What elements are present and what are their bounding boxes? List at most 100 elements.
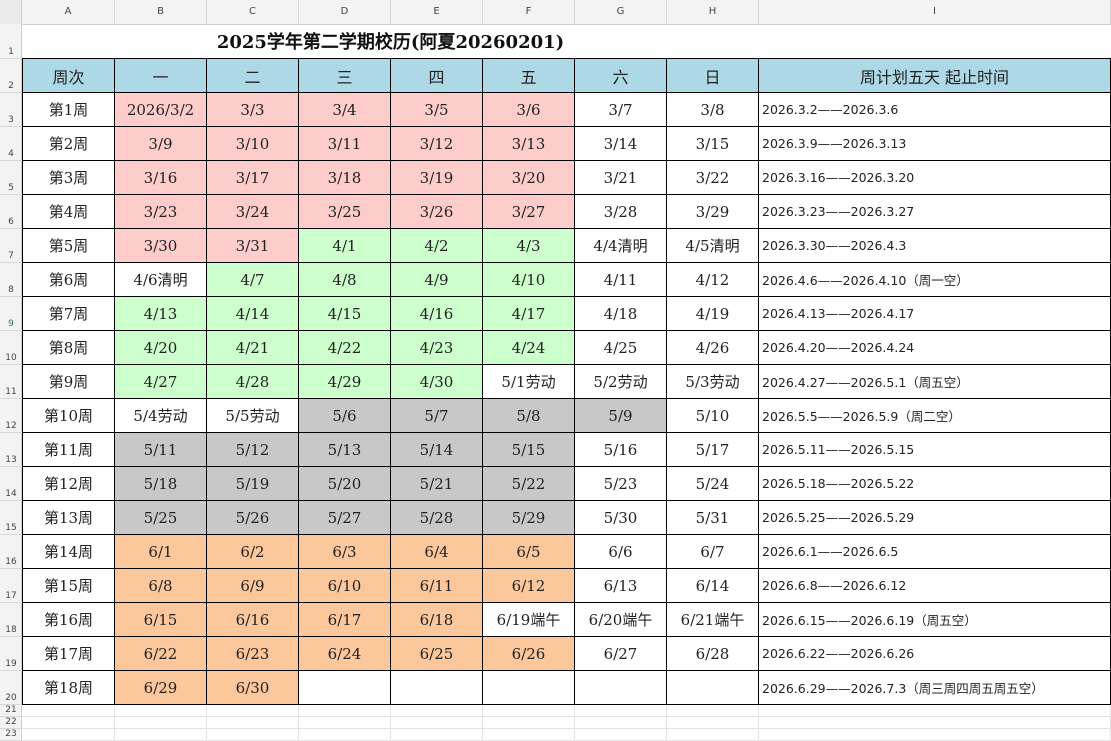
- date-cell[interactable]: 4/3: [483, 229, 575, 263]
- date-cell[interactable]: 4/11: [575, 263, 667, 297]
- week-label[interactable]: 第8周: [22, 331, 115, 365]
- row-header-16[interactable]: 16: [0, 535, 22, 569]
- row-header-23[interactable]: 23: [0, 729, 22, 741]
- empty-cell[interactable]: [759, 705, 1111, 717]
- date-cell[interactable]: 4/16: [391, 297, 483, 331]
- date-cell[interactable]: 5/13: [299, 433, 391, 467]
- row-header-6[interactable]: 6: [0, 195, 22, 229]
- date-cell[interactable]: 6/27: [575, 637, 667, 671]
- date-cell[interactable]: 4/13: [115, 297, 207, 331]
- date-cell[interactable]: 5/10: [667, 399, 759, 433]
- date-cell[interactable]: 5/26: [207, 501, 299, 535]
- date-cell[interactable]: 6/29: [115, 671, 207, 705]
- date-cell[interactable]: 4/15: [299, 297, 391, 331]
- date-cell[interactable]: 6/21端午: [667, 603, 759, 637]
- date-cell[interactable]: 6/9: [207, 569, 299, 603]
- date-cell[interactable]: 4/21: [207, 331, 299, 365]
- date-cell[interactable]: 5/24: [667, 467, 759, 501]
- date-cell[interactable]: 6/25: [391, 637, 483, 671]
- date-cell[interactable]: 5/1劳动: [483, 365, 575, 399]
- empty-cell[interactable]: [483, 729, 575, 741]
- date-cell[interactable]: 6/7: [667, 535, 759, 569]
- row-header-10[interactable]: 10: [0, 331, 22, 365]
- row-header-22[interactable]: 22: [0, 717, 22, 729]
- week-label[interactable]: 第1周: [22, 93, 115, 127]
- date-cell[interactable]: 4/23: [391, 331, 483, 365]
- header-weekday[interactable]: 二: [207, 59, 299, 93]
- date-cell[interactable]: 3/21: [575, 161, 667, 195]
- plan-cell[interactable]: 2026.5.5——2026.5.9（周二空）: [759, 399, 1111, 433]
- date-cell[interactable]: 3/30: [115, 229, 207, 263]
- date-cell[interactable]: [483, 671, 575, 705]
- row-header-14[interactable]: 14: [0, 467, 22, 501]
- empty-cell[interactable]: [667, 729, 759, 741]
- date-cell[interactable]: 6/26: [483, 637, 575, 671]
- empty-cell[interactable]: [759, 717, 1111, 729]
- date-cell[interactable]: 4/27: [115, 365, 207, 399]
- week-label[interactable]: 第4周: [22, 195, 115, 229]
- date-cell[interactable]: 3/13: [483, 127, 575, 161]
- row-header-12[interactable]: 12: [0, 399, 22, 433]
- week-label[interactable]: 第14周: [22, 535, 115, 569]
- column-header-i[interactable]: I: [759, 0, 1111, 24]
- date-cell[interactable]: 4/5清明: [667, 229, 759, 263]
- plan-cell[interactable]: 2026.6.1——2026.6.5: [759, 535, 1111, 569]
- date-cell[interactable]: 3/23: [115, 195, 207, 229]
- week-label[interactable]: 第12周: [22, 467, 115, 501]
- date-cell[interactable]: 5/31: [667, 501, 759, 535]
- plan-cell[interactable]: 2026.4.6——2026.4.10（周一空）: [759, 263, 1111, 297]
- date-cell[interactable]: 4/22: [299, 331, 391, 365]
- date-cell[interactable]: 4/25: [575, 331, 667, 365]
- header-weekday[interactable]: 六: [575, 59, 667, 93]
- empty-cell[interactable]: [207, 717, 299, 729]
- date-cell[interactable]: 6/22: [115, 637, 207, 671]
- column-header-b[interactable]: B: [115, 0, 207, 24]
- week-label[interactable]: 第17周: [22, 637, 115, 671]
- date-cell[interactable]: 4/10: [483, 263, 575, 297]
- date-cell[interactable]: 4/28: [207, 365, 299, 399]
- plan-cell[interactable]: 2026.6.15——2026.6.19（周五空）: [759, 603, 1111, 637]
- date-cell[interactable]: 5/30: [575, 501, 667, 535]
- header-weekday[interactable]: 日: [667, 59, 759, 93]
- empty-cell[interactable]: [391, 717, 483, 729]
- date-cell[interactable]: 6/17: [299, 603, 391, 637]
- date-cell[interactable]: 3/9: [115, 127, 207, 161]
- column-header-f[interactable]: F: [483, 0, 575, 24]
- date-cell[interactable]: [391, 671, 483, 705]
- date-cell[interactable]: 4/14: [207, 297, 299, 331]
- date-cell[interactable]: 5/3劳动: [667, 365, 759, 399]
- date-cell[interactable]: 3/8: [667, 93, 759, 127]
- empty-cell[interactable]: [667, 705, 759, 717]
- date-cell[interactable]: 3/19: [391, 161, 483, 195]
- date-cell[interactable]: 6/5: [483, 535, 575, 569]
- date-cell[interactable]: 3/25: [299, 195, 391, 229]
- date-cell[interactable]: 5/22: [483, 467, 575, 501]
- date-cell[interactable]: 6/23: [207, 637, 299, 671]
- date-cell[interactable]: 6/13: [575, 569, 667, 603]
- date-cell[interactable]: 3/3: [207, 93, 299, 127]
- row-header-7[interactable]: 7: [0, 229, 22, 263]
- date-cell[interactable]: 5/21: [391, 467, 483, 501]
- empty-cell[interactable]: [22, 717, 115, 729]
- empty-cell[interactable]: [299, 717, 391, 729]
- plan-cell[interactable]: 2026.3.16——2026.3.20: [759, 161, 1111, 195]
- date-cell[interactable]: 4/9: [391, 263, 483, 297]
- date-cell[interactable]: 5/23: [575, 467, 667, 501]
- date-cell[interactable]: 6/10: [299, 569, 391, 603]
- date-cell[interactable]: 5/12: [207, 433, 299, 467]
- date-cell[interactable]: [299, 671, 391, 705]
- row-header-18[interactable]: 18: [0, 603, 22, 637]
- date-cell[interactable]: 5/27: [299, 501, 391, 535]
- plan-cell[interactable]: 2026.5.25——2026.5.29: [759, 501, 1111, 535]
- date-cell[interactable]: 3/28: [575, 195, 667, 229]
- date-cell[interactable]: 3/10: [207, 127, 299, 161]
- date-cell[interactable]: 4/1: [299, 229, 391, 263]
- row-header-19[interactable]: 19: [0, 637, 22, 671]
- date-cell[interactable]: 5/7: [391, 399, 483, 433]
- empty-cell[interactable]: [115, 705, 207, 717]
- plan-cell[interactable]: 2026.6.29——2026.7.3（周三周四周五周五空）: [759, 671, 1111, 705]
- empty-cell[interactable]: [391, 729, 483, 741]
- row-header-5[interactable]: 5: [0, 161, 22, 195]
- empty-cell[interactable]: [115, 717, 207, 729]
- date-cell[interactable]: 5/14: [391, 433, 483, 467]
